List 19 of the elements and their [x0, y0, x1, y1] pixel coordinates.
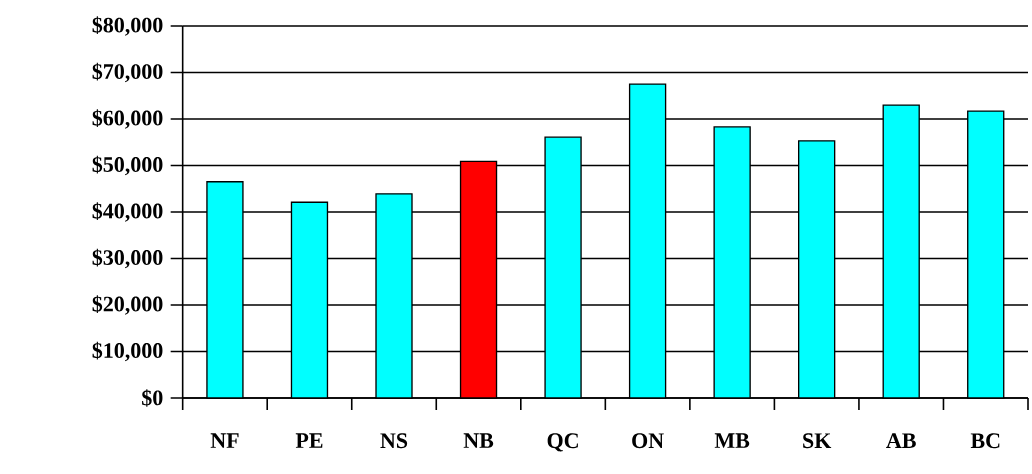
y-tick-label: $40,000 — [92, 202, 163, 222]
y-tick-label: $0 — [142, 389, 163, 407]
x-tick-label: SK — [803, 433, 832, 449]
x-tick-label: AB — [886, 433, 916, 448]
y-tick-label: $80,000 — [92, 16, 163, 36]
x-tick-label: PE — [295, 433, 323, 448]
y-tick-label: $60,000 — [92, 109, 163, 129]
x-tick-label: MB — [714, 433, 750, 448]
y-tick-label: $20,000 — [92, 295, 163, 315]
y-tick-label: $50,000 — [92, 155, 163, 176]
x-tick-label: NB — [463, 433, 494, 448]
y-tick-label: $10,000 — [92, 341, 163, 362]
x-tick-label: ON — [632, 433, 664, 449]
y-tick-label: $30,000 — [92, 248, 163, 269]
x-tick-label: QC — [547, 433, 578, 452]
x-tick-label: BC — [970, 433, 1000, 449]
y-tick-label: $70,000 — [92, 62, 163, 83]
x-tick-label: NS — [380, 433, 408, 449]
x-tick-label: NF — [210, 433, 239, 448]
